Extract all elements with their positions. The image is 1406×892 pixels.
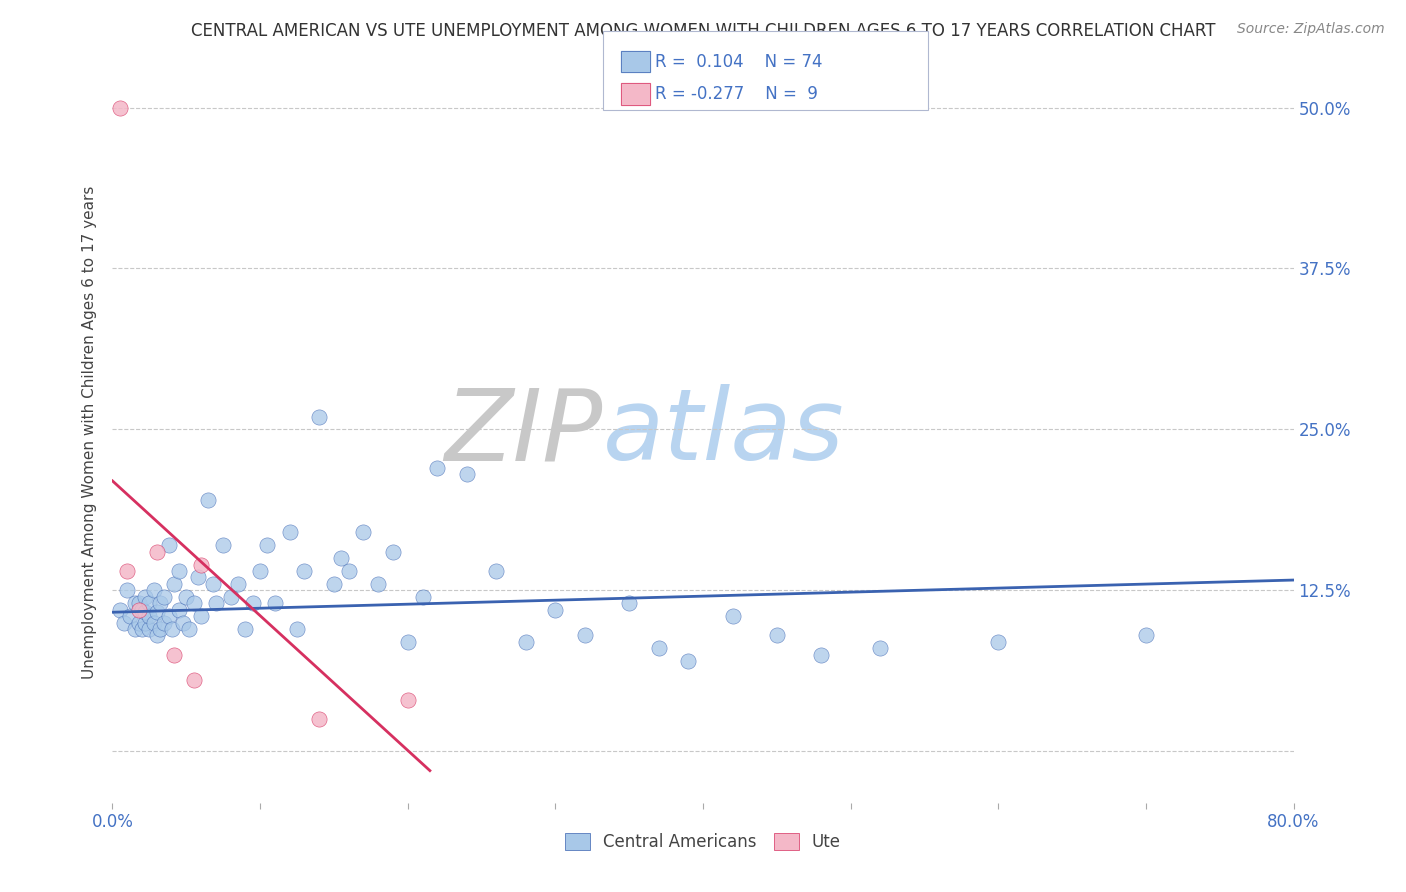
Point [112, 615, 135, 630]
Text: R =  0.104    N = 74: R = 0.104 N = 74 [655, 53, 823, 70]
Point [411, 590, 433, 604]
Point [869, 641, 891, 656]
Point [179, 622, 201, 636]
Point [308, 409, 330, 424]
Point [108, 602, 131, 616]
Point [183, 596, 205, 610]
Point [128, 602, 150, 616]
Point [721, 609, 744, 624]
Point [810, 648, 832, 662]
Point [337, 564, 360, 578]
Point [515, 635, 537, 649]
Point [544, 602, 567, 616]
Point [120, 609, 142, 624]
Point [766, 628, 789, 642]
Point [174, 590, 197, 604]
Point [574, 628, 596, 642]
Point [157, 609, 180, 624]
Point [149, 622, 172, 636]
Point [146, 628, 169, 642]
Point [619, 596, 641, 610]
Point [382, 545, 405, 559]
Point [138, 609, 160, 624]
Point [226, 577, 249, 591]
Point [163, 648, 186, 662]
Point [292, 564, 315, 578]
Point [212, 538, 235, 552]
Point [117, 583, 138, 598]
Point [242, 596, 264, 610]
Text: R = -0.277    N =  9: R = -0.277 N = 9 [655, 85, 818, 103]
Point [153, 615, 176, 630]
Point [987, 635, 1010, 649]
Point [352, 525, 374, 540]
Point [134, 615, 156, 630]
Point [285, 622, 308, 636]
Legend: Central Americans, Ute: Central Americans, Ute [558, 826, 848, 857]
Point [219, 590, 242, 604]
Point [134, 590, 156, 604]
Point [124, 596, 146, 610]
Y-axis label: Unemployment Among Women with Children Ages 6 to 17 years: Unemployment Among Women with Children A… [82, 186, 97, 680]
Point [456, 467, 478, 482]
Point [128, 615, 150, 630]
Point [172, 615, 194, 630]
Text: atlas: atlas [603, 384, 844, 481]
Point [146, 605, 169, 619]
Point [426, 461, 449, 475]
Point [124, 622, 146, 636]
Point [167, 564, 190, 578]
Text: ZIP: ZIP [444, 384, 603, 481]
Point [485, 564, 508, 578]
Point [131, 602, 153, 616]
Point [323, 577, 346, 591]
Point [330, 551, 353, 566]
Point [149, 596, 172, 610]
Point [678, 654, 700, 668]
Point [157, 538, 180, 552]
Point [183, 673, 205, 688]
Point [233, 622, 256, 636]
Text: Source: ZipAtlas.com: Source: ZipAtlas.com [1237, 22, 1385, 37]
Point [134, 605, 156, 619]
Point [131, 622, 153, 636]
Point [117, 564, 138, 578]
Point [367, 577, 389, 591]
Point [187, 570, 209, 584]
Point [128, 596, 150, 610]
Point [256, 538, 278, 552]
Point [138, 622, 160, 636]
Point [146, 545, 169, 559]
Point [308, 712, 330, 726]
Point [205, 596, 228, 610]
Point [108, 101, 131, 115]
Point [201, 577, 224, 591]
Point [138, 596, 160, 610]
Point [278, 525, 301, 540]
Point [197, 493, 219, 508]
Point [142, 583, 165, 598]
Point [1135, 628, 1157, 642]
Point [142, 615, 165, 630]
Point [167, 602, 190, 616]
Text: CENTRAL AMERICAN VS UTE UNEMPLOYMENT AMONG WOMEN WITH CHILDREN AGES 6 TO 17 YEAR: CENTRAL AMERICAN VS UTE UNEMPLOYMENT AMO… [191, 22, 1215, 40]
Point [153, 590, 176, 604]
Point [264, 596, 287, 610]
Point [647, 641, 671, 656]
Point [190, 558, 212, 572]
Point [160, 622, 183, 636]
Point [190, 609, 212, 624]
Point [396, 693, 419, 707]
Point [163, 577, 186, 591]
Point [249, 564, 271, 578]
Point [396, 635, 419, 649]
